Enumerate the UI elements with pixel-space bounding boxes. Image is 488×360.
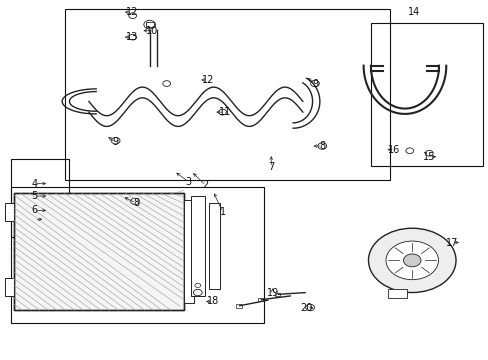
Text: 16: 16: [387, 145, 400, 155]
Text: 7: 7: [267, 162, 274, 172]
Text: 12: 12: [202, 75, 214, 85]
Circle shape: [368, 228, 455, 293]
Text: 10: 10: [146, 26, 158, 36]
Bar: [14, 193, 183, 310]
Circle shape: [193, 289, 202, 296]
Bar: [14, 193, 183, 310]
Circle shape: [405, 148, 413, 154]
Text: 17: 17: [445, 238, 457, 248]
Bar: [145, 22, 153, 27]
Text: 3: 3: [185, 177, 191, 187]
Circle shape: [425, 150, 432, 156]
Text: 8: 8: [133, 198, 140, 208]
Circle shape: [403, 254, 420, 267]
Circle shape: [128, 34, 136, 40]
Text: 9: 9: [112, 138, 119, 148]
Bar: [64, 9, 389, 180]
Bar: [209, 203, 220, 289]
Bar: [387, 289, 407, 298]
Bar: [11, 187, 264, 323]
Circle shape: [111, 138, 120, 144]
Circle shape: [385, 241, 438, 280]
Bar: [370, 23, 482, 166]
Text: 14: 14: [407, 7, 419, 17]
Text: 4: 4: [31, 179, 38, 189]
Circle shape: [128, 13, 136, 18]
Bar: [5, 203, 14, 221]
Text: 2: 2: [202, 180, 208, 190]
Text: 12: 12: [125, 7, 138, 17]
Text: 5: 5: [31, 191, 38, 201]
Text: 18: 18: [206, 296, 219, 306]
Circle shape: [218, 109, 226, 115]
Text: 9: 9: [311, 78, 317, 89]
Bar: [235, 304, 241, 307]
Text: 19: 19: [266, 288, 278, 297]
Circle shape: [195, 283, 201, 288]
Text: 6: 6: [31, 205, 38, 215]
Bar: [257, 298, 263, 301]
Circle shape: [143, 20, 155, 29]
Bar: [5, 278, 14, 296]
Text: 11: 11: [219, 107, 231, 117]
Text: 13: 13: [125, 32, 138, 42]
Bar: [183, 200, 194, 303]
Text: 1: 1: [219, 207, 225, 217]
Circle shape: [317, 143, 326, 149]
Bar: [191, 196, 204, 296]
Text: 20: 20: [300, 303, 312, 313]
Circle shape: [130, 198, 139, 204]
Circle shape: [163, 81, 170, 86]
Circle shape: [310, 80, 319, 87]
Bar: [274, 293, 280, 296]
Text: 15: 15: [422, 152, 434, 162]
Text: 8: 8: [319, 141, 325, 151]
Bar: [11, 158, 69, 237]
Circle shape: [305, 304, 314, 311]
